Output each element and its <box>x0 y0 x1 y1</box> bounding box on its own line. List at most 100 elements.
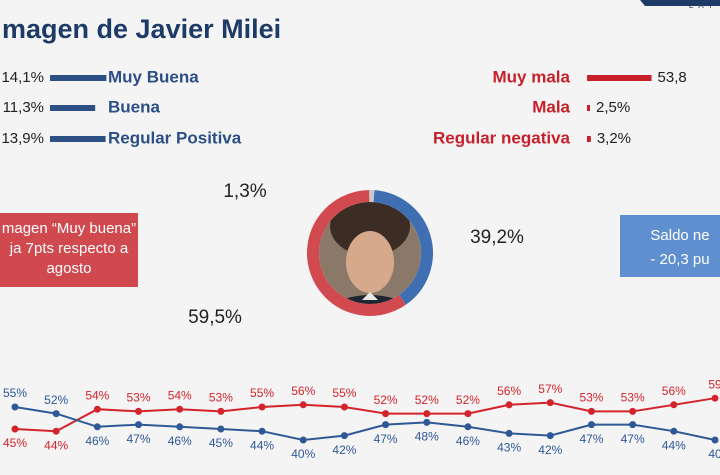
point <box>52 427 60 435</box>
category-label: Muy mala <box>493 67 571 86</box>
bar <box>50 75 107 81</box>
point <box>546 399 554 407</box>
point <box>711 394 719 402</box>
point <box>340 432 348 440</box>
value-label: 2,5% <box>596 99 630 116</box>
donut-label: 1,3% <box>223 181 266 202</box>
data-label: 56% <box>662 384 686 398</box>
point <box>629 407 637 415</box>
data-label: 47% <box>127 432 151 446</box>
note-box <box>620 215 720 277</box>
value-label: 13,9% <box>1 130 44 147</box>
point <box>505 429 513 437</box>
data-label: 40% <box>291 447 315 461</box>
data-label: 53% <box>127 391 151 405</box>
point <box>464 410 472 418</box>
data-label: 44% <box>44 438 68 452</box>
bar <box>587 136 591 142</box>
data-label: 59 <box>708 377 720 391</box>
note-text: Saldo ne <box>650 227 709 244</box>
data-label: 56% <box>497 384 521 398</box>
data-label: 47% <box>579 432 603 446</box>
point <box>299 436 307 444</box>
data-label: 52% <box>44 393 68 407</box>
data-label: 47% <box>621 432 645 446</box>
note-text: ja 7pts respecto a <box>9 240 129 257</box>
point <box>505 401 513 409</box>
point <box>217 407 225 415</box>
value-label: 53,8 <box>658 69 687 86</box>
point <box>52 410 60 418</box>
category-label: Regular negativa <box>433 128 571 147</box>
data-label: 57% <box>538 382 562 396</box>
point <box>711 436 719 444</box>
donut-label: 39,2% <box>470 227 524 248</box>
data-label: 52% <box>415 393 439 407</box>
data-label: 47% <box>374 432 398 446</box>
data-label: 53% <box>209 391 233 405</box>
point <box>587 407 595 415</box>
category-label: Mala <box>532 97 570 116</box>
value-label: 11,3% <box>3 99 44 116</box>
point <box>629 421 637 429</box>
data-label: 45% <box>3 436 27 450</box>
data-label: 53% <box>579 391 603 405</box>
data-label: 52% <box>374 393 398 407</box>
point <box>176 423 184 431</box>
value-label: 14,1% <box>1 69 44 86</box>
note-box <box>0 213 138 287</box>
bar <box>50 136 106 142</box>
logo-shape <box>640 0 720 6</box>
point <box>423 418 431 426</box>
category-label: Muy Buena <box>108 67 199 86</box>
point <box>546 432 554 440</box>
point <box>340 403 348 411</box>
note-text: - 20,3 pu <box>650 251 709 268</box>
point <box>299 401 307 409</box>
bar <box>587 105 590 111</box>
title: magen de Javier Milei <box>2 14 281 44</box>
data-label: 54% <box>85 388 109 402</box>
point <box>217 425 225 433</box>
value-label: 3,2% <box>597 130 631 147</box>
logo-text: LAT <box>689 1 718 10</box>
data-label: 44% <box>662 438 686 452</box>
data-label: 55% <box>332 386 356 400</box>
point <box>670 401 678 409</box>
data-label: 56% <box>291 384 315 398</box>
point <box>135 421 143 429</box>
point <box>258 427 266 435</box>
data-label: 42% <box>538 443 562 457</box>
donut-segment <box>373 190 433 305</box>
line <box>14 406 716 442</box>
point <box>11 403 19 411</box>
data-label: 44% <box>250 438 274 452</box>
point <box>258 403 266 411</box>
data-label: 48% <box>415 430 439 444</box>
data-label: 55% <box>250 386 274 400</box>
data-label: 46% <box>456 434 480 448</box>
donut-label: 59,5% <box>188 307 242 328</box>
category-label: Regular Positiva <box>108 128 242 147</box>
point <box>93 405 101 413</box>
point <box>93 423 101 431</box>
data-label: 53% <box>621 391 645 405</box>
donut-segment <box>307 190 407 316</box>
data-label: 45% <box>209 436 233 450</box>
point <box>587 421 595 429</box>
bar <box>50 105 96 111</box>
point <box>11 425 19 433</box>
data-label: 46% <box>85 434 109 448</box>
data-label: 52% <box>456 393 480 407</box>
data-label: 46% <box>168 434 192 448</box>
point <box>464 423 472 431</box>
point <box>670 427 678 435</box>
line <box>14 397 716 433</box>
data-label: 40 <box>708 447 720 461</box>
data-label: 55% <box>3 386 27 400</box>
bar <box>587 75 652 81</box>
data-label: 43% <box>497 441 521 455</box>
point <box>423 410 431 418</box>
note-text: magen “Muy buena” <box>2 220 136 237</box>
